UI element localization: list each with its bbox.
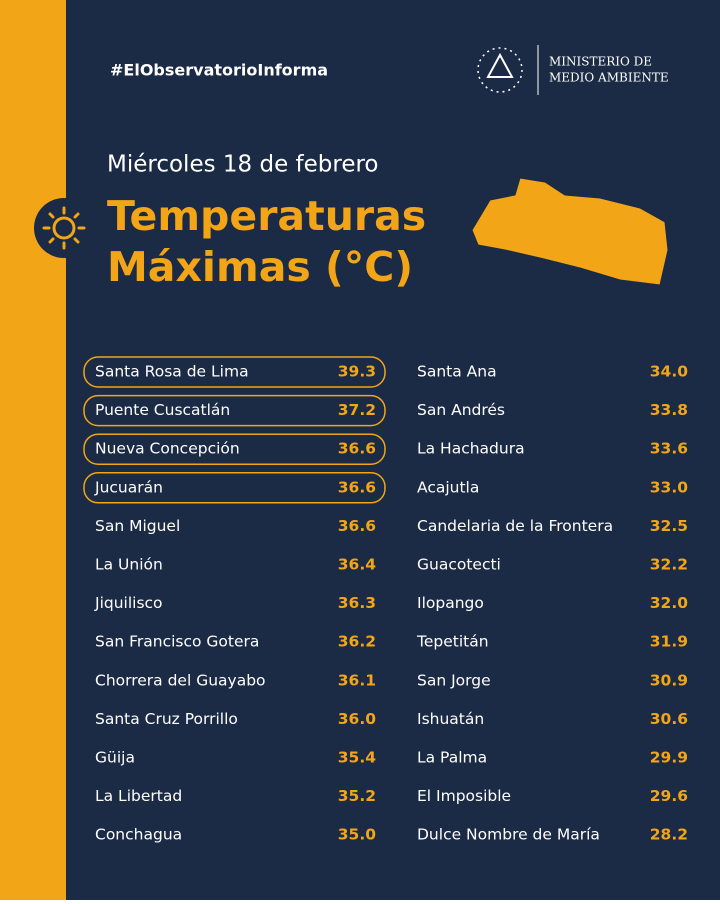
place-name: Santa Rosa de Lima bbox=[95, 363, 249, 381]
place-name: Acajutla bbox=[417, 478, 479, 496]
temperature: 28.2 bbox=[650, 826, 688, 844]
place-name: La Palma bbox=[417, 749, 487, 767]
temperature: 35.2 bbox=[338, 787, 376, 805]
map bbox=[471, 177, 669, 286]
place-name: Ishuatán bbox=[417, 710, 484, 728]
place-name: San Jorge bbox=[417, 671, 491, 689]
place-name: San Francisco Gotera bbox=[95, 633, 259, 651]
place-name: Santa Cruz Porrillo bbox=[95, 710, 238, 728]
place-name: San Andrés bbox=[417, 401, 505, 419]
row-highlight bbox=[83, 472, 386, 504]
temperature: 35.4 bbox=[338, 749, 376, 767]
temperature: 39.3 bbox=[338, 363, 376, 381]
temperature: 33.6 bbox=[650, 440, 688, 458]
temperature: 36.4 bbox=[338, 556, 376, 574]
row-highlight bbox=[83, 433, 386, 465]
place-name: San Miguel bbox=[95, 517, 180, 535]
temperature: 36.6 bbox=[338, 478, 376, 496]
date: Miércoles 18 de febrero bbox=[107, 152, 379, 178]
temperature: 36.2 bbox=[338, 633, 376, 651]
place-name: Tepetitán bbox=[416, 633, 489, 651]
place-name: Nueva Concepción bbox=[95, 440, 240, 458]
temperature: 36.6 bbox=[338, 440, 376, 458]
logo: MINISTERIO DE MEDIO AMBIENTE bbox=[477, 45, 669, 95]
ministry-line: MEDIO AMBIENTE bbox=[549, 71, 669, 85]
place-name: Chorrera del Guayabo bbox=[95, 671, 266, 689]
place-name: La Libertad bbox=[95, 787, 182, 805]
temperature: 33.8 bbox=[650, 401, 688, 419]
temperature: 32.5 bbox=[650, 517, 688, 535]
temperature: 36.3 bbox=[338, 594, 376, 612]
temperature: 30.9 bbox=[650, 671, 688, 689]
temperature: 33.0 bbox=[650, 478, 688, 496]
place-name: Puente Cuscatlán bbox=[95, 401, 230, 419]
temperature: 37.2 bbox=[338, 401, 376, 419]
place-name: Ilopango bbox=[417, 594, 484, 612]
temperature: 31.9 bbox=[650, 633, 688, 651]
logo-triangle bbox=[486, 52, 514, 78]
place-name: Jucuarán bbox=[94, 478, 163, 496]
temperature: 36.1 bbox=[338, 671, 376, 689]
place-name: Guacotecti bbox=[417, 556, 501, 574]
title-line: Temperaturas bbox=[107, 192, 426, 240]
sun-rays bbox=[42, 206, 86, 250]
sun-icon bbox=[34, 198, 94, 258]
hashtag: #ElObservatorioInforma bbox=[110, 61, 328, 80]
place-name: Candelaria de la Frontera bbox=[417, 517, 613, 535]
place-name: Jiquilisco bbox=[94, 594, 163, 612]
place-name: Conchagua bbox=[95, 826, 182, 844]
logo-ring bbox=[477, 47, 523, 93]
place-name: La Unión bbox=[95, 556, 163, 574]
temperature: 36.0 bbox=[338, 710, 376, 728]
temperature: 35.0 bbox=[338, 826, 376, 844]
temperature: 29.6 bbox=[650, 787, 688, 805]
title-line: Máximas (°C) bbox=[107, 243, 413, 291]
temperature: 29.9 bbox=[650, 749, 688, 767]
temperature: 30.6 bbox=[650, 710, 688, 728]
temperature: 34.0 bbox=[650, 363, 688, 381]
temperature: 36.6 bbox=[338, 517, 376, 535]
place-name: Güija bbox=[95, 749, 135, 767]
sun-core bbox=[52, 216, 76, 240]
temperature: 32.2 bbox=[650, 556, 688, 574]
place-name: Santa Ana bbox=[417, 363, 497, 381]
table: Santa Rosa de Lima 39.3 Puente Cuscatlán 37… bbox=[83, 356, 688, 844]
place-name: El Imposible bbox=[417, 787, 511, 805]
place-name: Dulce Nombre de María bbox=[417, 826, 600, 844]
place-name: La Hachadura bbox=[417, 440, 525, 458]
side-strip bbox=[0, 0, 66, 900]
temperature: 32.0 bbox=[650, 594, 688, 612]
row-highlight bbox=[83, 394, 386, 427]
ministry-line: MINISTERIO DE bbox=[549, 55, 652, 69]
row-highlight bbox=[83, 356, 386, 388]
